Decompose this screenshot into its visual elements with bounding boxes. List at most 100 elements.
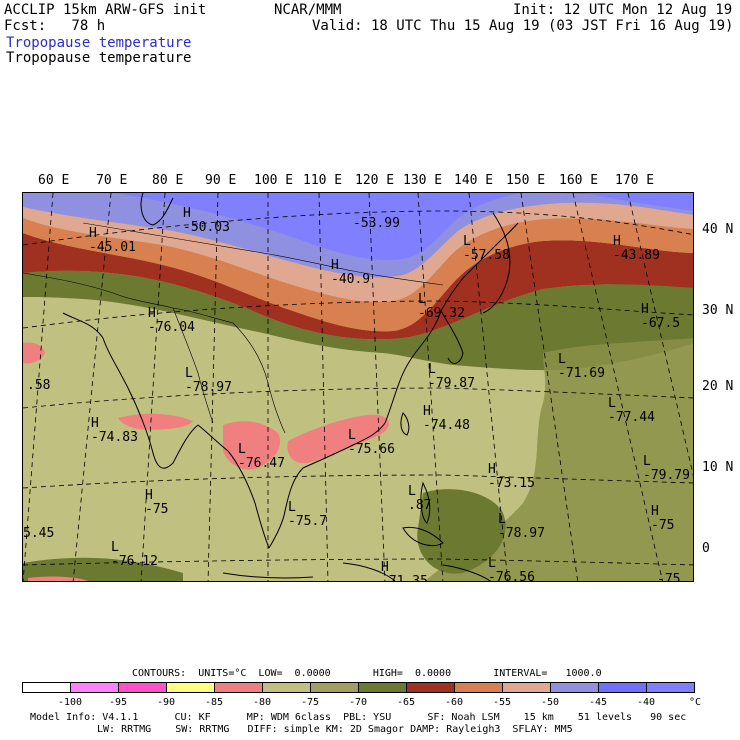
field-patch-blue-central bbox=[113, 193, 523, 261]
center-label: NCAR/MMM bbox=[274, 2, 342, 18]
high-marker: H bbox=[183, 206, 191, 221]
low-marker: L bbox=[408, 484, 416, 499]
field-patch-salmon-bay bbox=[118, 413, 193, 430]
field-patch-salmon-scs bbox=[287, 414, 389, 464]
lat-label-40n: 40 N bbox=[702, 222, 734, 237]
colorbar-swatch bbox=[406, 682, 455, 693]
high-marker: H bbox=[331, 258, 339, 273]
high-marker: H bbox=[381, 560, 389, 575]
field-band-minus55 bbox=[23, 202, 693, 303]
forecast-hour: Fcst: 78 h bbox=[4, 18, 106, 34]
field-band-minus60 bbox=[23, 218, 693, 332]
model-info-line-1: Model Info: V4.1.1 CU: KF MP: WDM 6class… bbox=[30, 712, 687, 723]
low-marker: L bbox=[111, 540, 119, 555]
lat-label-30n: 30 N bbox=[702, 303, 734, 318]
extremum-value-label: -76.47 bbox=[238, 456, 285, 471]
high-marker: H bbox=[641, 302, 649, 317]
field-band-minus70 bbox=[23, 270, 693, 371]
graticule bbox=[23, 193, 693, 581]
extremum-value-label: -67.5 bbox=[641, 316, 680, 331]
extremum-value-label: -50.03 bbox=[183, 220, 230, 235]
extremum-value-label: -78.97 bbox=[498, 526, 545, 541]
colorbar-swatch bbox=[118, 682, 167, 693]
colorbar-tick-label: -40 bbox=[636, 697, 656, 708]
lon-label-60e: 60 E bbox=[38, 173, 70, 188]
colorbar-swatch bbox=[454, 682, 503, 693]
annotation-layer: H-45.01H-50.03 -53.99H-40.9L-57.58H-43.89… bbox=[23, 206, 690, 582]
lon-label-90e: 90 E bbox=[205, 173, 237, 188]
low-marker: L bbox=[643, 454, 651, 469]
map-panel: H -45.01 H -50.03 -53.99 H -40.9 L -57.58 H -43.89… bbox=[22, 192, 694, 582]
extremum-value-label: -57.58 bbox=[463, 248, 510, 263]
extremum-value-label: -74.83 bbox=[91, 430, 138, 445]
low-marker: L bbox=[463, 234, 471, 249]
colorbar-tick-label: -60 bbox=[444, 697, 464, 708]
lon-label-160e: 160 E bbox=[559, 173, 599, 188]
low-marker: L bbox=[498, 512, 506, 527]
field-patch-salmon-indochina bbox=[223, 421, 281, 470]
extremum-value-label: -75 bbox=[651, 518, 674, 533]
field-patch-olive-east bbox=[425, 338, 693, 581]
model-title: ACCLIP 15km ARW-GFS init bbox=[4, 2, 207, 18]
low-marker: L bbox=[428, 362, 436, 377]
colorbar-swatch bbox=[646, 682, 695, 693]
lon-label-130e: 130 E bbox=[403, 173, 443, 188]
colorbar-tick-label: -55 bbox=[492, 697, 512, 708]
lon-label-100e: 100 E bbox=[254, 173, 294, 188]
colorbar-swatch bbox=[262, 682, 311, 693]
colorbar-tick-label: -75 bbox=[300, 697, 320, 708]
high-marker: H bbox=[148, 306, 156, 321]
extremum-value-label: -75 bbox=[145, 502, 168, 517]
colorbar-swatch bbox=[550, 682, 599, 693]
low-marker: L bbox=[558, 352, 566, 367]
extremum-value-label: -71.35 bbox=[381, 574, 428, 582]
colorbar-tick-label: -45 bbox=[588, 697, 608, 708]
extremum-value-label: -76.12 bbox=[111, 554, 158, 569]
low-marker: L bbox=[418, 292, 426, 307]
colorbar-swatch bbox=[214, 682, 263, 693]
high-marker: H bbox=[613, 234, 621, 249]
colorbar-swatch bbox=[358, 682, 407, 693]
extremum-value-label: -79.87 bbox=[428, 376, 475, 391]
extremum-value-label: .58 bbox=[27, 378, 50, 393]
low-marker: L bbox=[185, 366, 193, 381]
extremum-value-label: -53.99 bbox=[353, 216, 400, 231]
colorbar-tick-label: -85 bbox=[204, 697, 224, 708]
extremum-value-label: -74.48 bbox=[423, 418, 470, 433]
colorbar-tick-label: -95 bbox=[108, 697, 128, 708]
lon-label-150e: 150 E bbox=[506, 173, 546, 188]
lat-label-20n: 20 N bbox=[702, 379, 734, 394]
colorbar-unit: °C bbox=[688, 697, 702, 708]
colorbar-tick-label: -50 bbox=[540, 697, 560, 708]
colorbar-swatch bbox=[598, 682, 647, 693]
coastlines bbox=[62, 193, 519, 581]
extremum-value-label: -45.01 bbox=[89, 240, 136, 255]
extremum-value-label: -69.32 bbox=[418, 306, 465, 321]
extremum-value-label: -40.9 bbox=[331, 272, 370, 287]
extremum-value-label: -75.66 bbox=[348, 442, 395, 457]
high-marker: H bbox=[488, 462, 496, 477]
field-patch-salmon-west bbox=[23, 342, 45, 364]
lon-label-80e: 80 E bbox=[152, 173, 184, 188]
high-marker: H bbox=[145, 488, 153, 503]
low-marker: L bbox=[238, 442, 246, 457]
extremum-value-label: -75.7 bbox=[288, 514, 327, 529]
colorbar-tick-label: -90 bbox=[156, 697, 176, 708]
model-info-line-2: LW: RRTMG SW: RRTMG DIFF: simple KM: 2D … bbox=[97, 724, 573, 735]
extremum-value-label: -71.69 bbox=[558, 366, 605, 381]
extremum-value-label: -78.97 bbox=[185, 380, 232, 395]
extremum-value-label: .87 bbox=[408, 498, 431, 513]
colorbar-swatch bbox=[166, 682, 215, 693]
valid-time: Valid: 18 UTC Thu 15 Aug 19 (03 JST Fri … bbox=[312, 18, 734, 34]
low-marker: L bbox=[488, 556, 496, 571]
high-marker: H bbox=[423, 404, 431, 419]
lon-label-140e: 140 E bbox=[454, 173, 494, 188]
colorbar-tick-label: -100 bbox=[57, 697, 83, 708]
extremum-annotations: H-45.01H-50.03 -53.99H-40.9L-57.58H-43.89… bbox=[23, 206, 690, 582]
extremum-value-label: -73.15 bbox=[488, 476, 535, 491]
lon-label-170e: 170 E bbox=[615, 173, 655, 188]
field-patch-blue-ne bbox=[583, 193, 693, 211]
lat-label-10n: 10 N bbox=[702, 460, 734, 475]
country-borders bbox=[23, 222, 444, 434]
low-marker: L bbox=[348, 428, 356, 443]
